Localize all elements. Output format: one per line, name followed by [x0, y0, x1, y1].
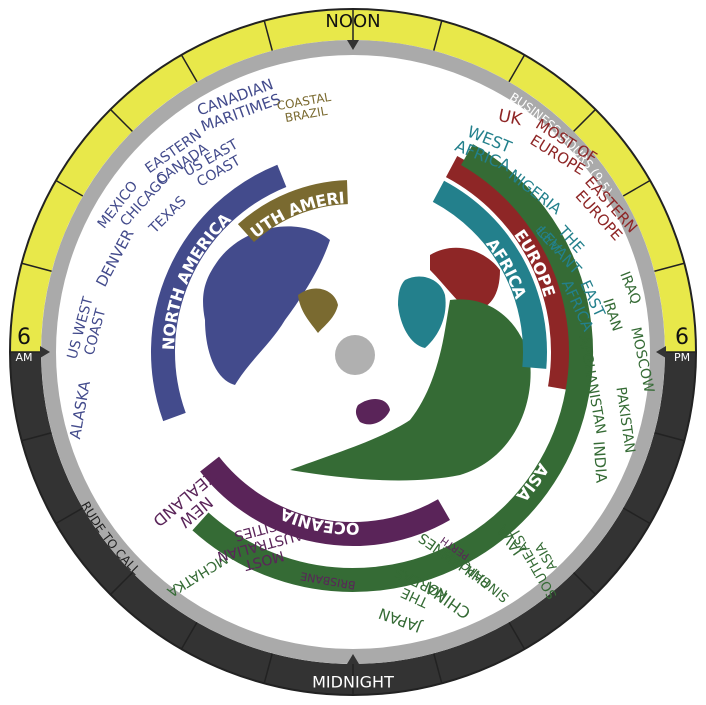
- day-segment: [10, 263, 52, 352]
- hour-tick: [180, 54, 198, 83]
- day-segment: [55, 109, 133, 196]
- night-segment: [623, 432, 685, 524]
- ring-outline: [9, 8, 697, 696]
- night-segment: [433, 622, 525, 684]
- landmass-south-america: [298, 288, 338, 333]
- place-label: IRAN: [599, 297, 625, 334]
- continent-band: [200, 456, 450, 546]
- place-label: UK: [496, 106, 524, 131]
- hour-tick: [573, 572, 597, 596]
- place-line: IRAQ: [616, 269, 643, 306]
- day-segment: [353, 9, 442, 51]
- pm-marker: [656, 346, 666, 358]
- hour-tick: [263, 653, 273, 684]
- landmass-asia: [290, 299, 531, 481]
- hour-tick: [263, 20, 273, 51]
- night-segment: [353, 653, 442, 695]
- day-segment: [264, 9, 353, 51]
- place-label: COASTALBRAZIL: [276, 89, 335, 125]
- night-segment: [10, 352, 52, 441]
- hour-tick: [573, 108, 597, 132]
- place-line: INDIA: [590, 440, 611, 484]
- day-segment: [654, 263, 696, 352]
- place-label: DENVER: [92, 226, 137, 290]
- midnight-label: MIDNIGHT: [312, 673, 394, 692]
- noon-label: NOON: [325, 11, 380, 32]
- am-hour: 6: [17, 325, 31, 350]
- night-segment: [264, 653, 353, 695]
- day-segment: [573, 109, 651, 196]
- hour-tick: [654, 262, 685, 272]
- night-segment: [509, 572, 596, 650]
- place-label: ALASKA: [66, 379, 94, 441]
- place-label: JAPAN: [376, 604, 424, 636]
- noon-marker: [347, 40, 359, 50]
- hour-tick: [508, 54, 526, 83]
- place-line: PAKISTAN: [612, 386, 637, 454]
- day-segment: [509, 54, 596, 132]
- markers: [40, 40, 666, 664]
- night-segment: [55, 508, 133, 595]
- pm-label: PM: [674, 351, 690, 364]
- place-label: INDIA: [590, 440, 611, 484]
- hour-tick: [55, 179, 84, 197]
- night-segment: [21, 432, 83, 524]
- continent-band: [432, 180, 547, 369]
- place-label: PAKISTAN: [612, 386, 637, 454]
- day-segment: [21, 180, 83, 272]
- hour-tick: [55, 507, 84, 525]
- day-segment: [110, 54, 197, 132]
- place-line: UK: [496, 106, 524, 131]
- hour-tick: [433, 653, 443, 684]
- am-marker: [40, 346, 50, 358]
- hour-tick: [21, 432, 52, 442]
- continent-band: [192, 144, 593, 592]
- landmass-antarctica: [335, 335, 375, 375]
- am-label: AM: [15, 351, 32, 364]
- landmass-australia: [355, 398, 390, 425]
- hour-tick: [622, 179, 651, 197]
- pm-hour: 6: [675, 325, 689, 350]
- continent-band: [237, 180, 349, 243]
- hour-tick: [109, 572, 133, 596]
- place-label: WESTAFRICA: [453, 119, 521, 175]
- continent-band: [151, 164, 287, 422]
- landmass-europe: [430, 247, 500, 312]
- place-line: IRAN: [599, 297, 625, 334]
- hour-tick: [109, 108, 133, 132]
- place-label: US WESTCOAST: [65, 295, 112, 365]
- place-label: IRAQ: [616, 269, 643, 306]
- hour-tick: [433, 20, 443, 51]
- hour-tick: [654, 432, 685, 442]
- hour-tick: [21, 262, 52, 272]
- continent-band: [445, 155, 575, 391]
- place-line: JAPAN: [376, 604, 424, 636]
- landmass-north-america: [203, 226, 330, 385]
- landmass-africa: [398, 276, 446, 348]
- night-segment: [654, 352, 696, 441]
- night-segment: [573, 508, 651, 595]
- night-segment: [110, 572, 197, 650]
- day-segment: [433, 20, 525, 82]
- day-segment: [181, 20, 273, 82]
- night-segment: [181, 622, 273, 684]
- hour-tick: [180, 621, 198, 650]
- midnight-marker: [347, 654, 359, 664]
- place-line: DENVER: [92, 226, 137, 290]
- hour-tick: [622, 507, 651, 525]
- day-segment: [623, 180, 685, 272]
- place-line: ALASKA: [66, 379, 94, 441]
- landmasses: [203, 226, 531, 481]
- hour-tick: [508, 621, 526, 650]
